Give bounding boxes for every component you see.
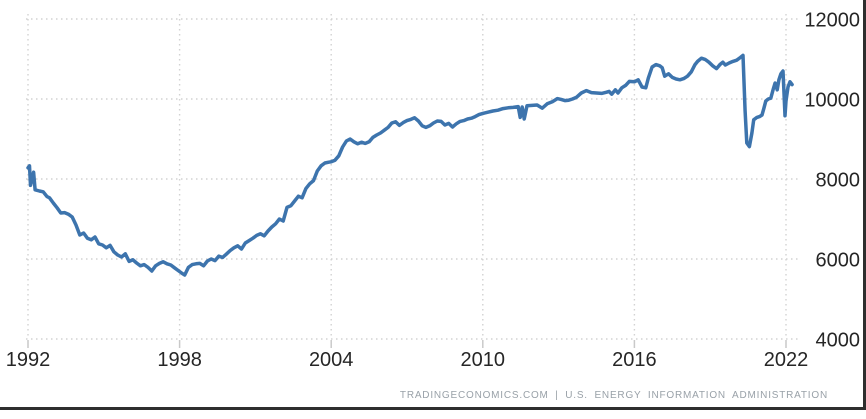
y-axis-label: 8000: [816, 170, 861, 192]
x-axis-label: 1992: [6, 349, 51, 371]
y-axis-label: 6000: [816, 250, 861, 272]
series-line: [26, 53, 794, 277]
x-axis-label: 2010: [461, 349, 506, 371]
x-axis-label: 1998: [157, 349, 202, 371]
y-axis-label: 12000: [804, 10, 860, 32]
x-axis-label: 2016: [612, 349, 657, 371]
bottom-border: [0, 407, 866, 410]
x-axis-label: 2004: [309, 349, 354, 371]
right-border: [863, 0, 866, 410]
x-axis-label: 2022: [764, 349, 809, 371]
y-axis-label: 4000: [816, 330, 861, 352]
y-axis-label: 10000: [804, 90, 860, 112]
attribution-footer: TRADINGECONOMICS.COM | U.S. ENERGY INFOR…: [399, 390, 828, 401]
